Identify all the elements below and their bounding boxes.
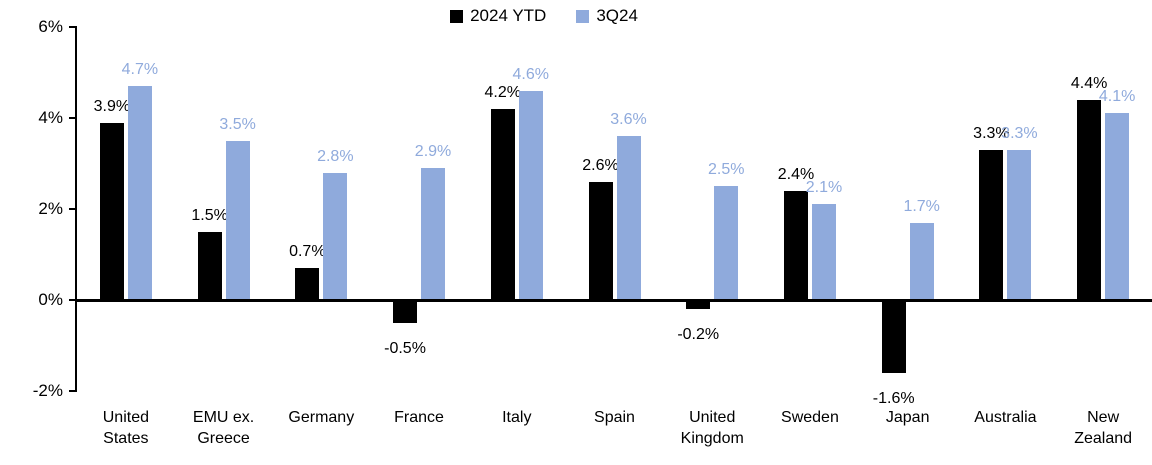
y-axis-tick-label: 6% xyxy=(38,17,63,36)
category-label: Germany xyxy=(288,409,355,426)
legend-swatch-2024-ytd xyxy=(450,9,464,23)
bar-value-label: 2.4% xyxy=(777,165,815,183)
legend-label-3q24: 3Q24 xyxy=(596,6,638,25)
bar-3q24 xyxy=(811,204,836,300)
y-axis-tick-label: -2% xyxy=(32,381,63,400)
bar-3q24 xyxy=(909,222,934,300)
legend-item-3q24: 3Q24 xyxy=(576,6,638,26)
bar-value-label: -0.2% xyxy=(677,326,720,344)
y-axis-tick xyxy=(69,26,77,28)
chart-legend: 2024 YTD 3Q24 xyxy=(0,6,1120,26)
y-axis-line xyxy=(74,26,77,392)
y-axis-tick-label: 4% xyxy=(38,108,63,127)
bar-value-label: 4.2% xyxy=(484,83,521,101)
bar-value-label: 3.3% xyxy=(1001,124,1038,142)
bar-value-label: 1.5% xyxy=(191,206,228,224)
bar-3q24 xyxy=(518,90,543,300)
bar-2024-ytd xyxy=(783,190,808,300)
y-axis-tick xyxy=(69,117,77,119)
bar-value-label: 1.7% xyxy=(903,197,940,215)
legend-item-2024-ytd: 2024 YTD xyxy=(450,6,546,26)
y-axis-tick xyxy=(69,299,77,301)
bar-2024-ytd xyxy=(295,268,320,300)
category-label: Italy xyxy=(502,409,532,426)
bar-3q24 xyxy=(1007,149,1032,300)
y-axis-tick xyxy=(69,208,77,210)
bar-value-label: 3.5% xyxy=(219,115,256,133)
bar-2024-ytd xyxy=(588,181,613,300)
bar-3q24 xyxy=(421,168,446,300)
category-label: France xyxy=(394,409,444,426)
bar-3q24 xyxy=(1105,113,1130,300)
bar-3q24 xyxy=(225,140,250,300)
x-axis-baseline xyxy=(74,298,1152,302)
bar-2024-ytd xyxy=(197,231,222,300)
y-axis-tick-label: 0% xyxy=(38,290,63,309)
bar-2024-ytd xyxy=(490,108,515,300)
bar-2024-ytd xyxy=(881,300,906,373)
bar-value-label: 4.6% xyxy=(512,65,549,83)
bar-value-label: 4.1% xyxy=(1098,88,1136,106)
bar-value-label: 3.6% xyxy=(610,111,647,129)
category-label: Sweden xyxy=(781,409,839,426)
bar-2024-ytd xyxy=(1077,99,1102,300)
bar-value-label: 3.3% xyxy=(973,124,1010,142)
bar-value-label: -1.6% xyxy=(872,389,915,407)
category-label: Japan xyxy=(885,409,930,426)
category-label: United Kingdom xyxy=(680,409,744,447)
category-label: EMU ex. Greece xyxy=(192,409,255,447)
bar-3q24 xyxy=(127,86,152,300)
bar-value-label: 2.1% xyxy=(805,179,843,197)
category-label: Australia xyxy=(974,409,1037,426)
bar-2024-ytd xyxy=(686,300,711,310)
bar-value-label: 3.9% xyxy=(93,97,131,115)
bar-value-label: 2.8% xyxy=(317,147,354,165)
bar-value-label: -0.5% xyxy=(384,339,426,357)
bar-value-label: 0.7% xyxy=(289,243,326,261)
bar-value-label: 2.6% xyxy=(582,156,619,174)
bar-value-label: 2.9% xyxy=(414,143,452,161)
category-label: New Zealand xyxy=(1074,409,1133,447)
category-label: United States xyxy=(102,409,149,447)
y-axis-tick xyxy=(69,390,77,392)
bar-2024-ytd xyxy=(393,300,418,323)
bar-2024-ytd xyxy=(99,122,124,300)
y-axis-tick-label: 2% xyxy=(38,199,63,218)
legend-swatch-3q24 xyxy=(576,9,590,23)
bar-3q24 xyxy=(616,136,641,300)
bar-value-label: 4.7% xyxy=(121,61,159,79)
bar-3q24 xyxy=(323,172,348,300)
category-label: Spain xyxy=(594,409,635,426)
legend-label-2024-ytd: 2024 YTD xyxy=(470,6,547,25)
bar-value-label: 4.4% xyxy=(1070,74,1108,92)
bar-value-label: 2.5% xyxy=(707,161,745,179)
bar-2024-ytd xyxy=(979,149,1004,300)
bar-3q24 xyxy=(714,186,739,300)
